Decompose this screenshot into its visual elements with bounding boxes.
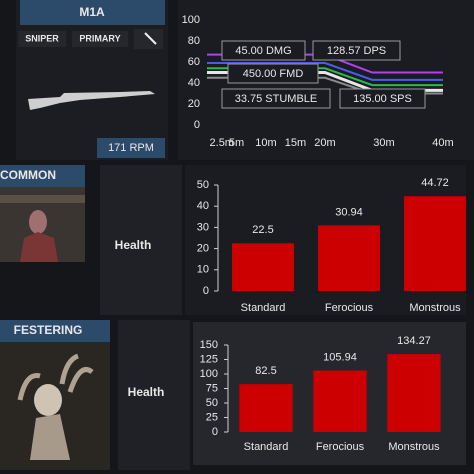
value-label: 44.72 (421, 177, 449, 189)
weapon-name: M1A (79, 5, 105, 19)
annotation: 128.57 DPS (327, 45, 386, 57)
value-label: 22.5 (252, 224, 273, 236)
x-tick-label: 40m (432, 137, 453, 149)
tag-box (72, 31, 128, 47)
annotation: 45.00 DMG (235, 45, 291, 57)
tag-box (18, 31, 66, 47)
annotation-box (312, 40, 401, 61)
annotation: 33.75 STUMBLE (235, 93, 318, 105)
x-tick-label: 30m (373, 137, 394, 149)
bar (313, 370, 367, 432)
y-tick-label: 50 (206, 397, 218, 409)
x-tick-label: Ferocious (316, 441, 365, 453)
weapon-card (16, 0, 168, 160)
x-tick-label: 20m (314, 137, 335, 149)
y-tick-label: 100 (200, 368, 218, 380)
value-label: 82.5 (255, 365, 276, 377)
annotation: 450.00 FMD (243, 68, 304, 80)
bar (404, 196, 466, 291)
enemy-body (30, 414, 70, 460)
stat-label: Health (115, 238, 152, 252)
y-tick-label: 150 (200, 339, 218, 351)
x-tick-label: Monstrous (388, 441, 440, 453)
weapon-header (20, 0, 165, 25)
weapon-tag: PRIMARY (79, 33, 120, 43)
rpm-label: 171 RPM (108, 142, 154, 154)
enemy-head (29, 210, 47, 234)
y-tick-label: 25 (206, 411, 218, 423)
bar (239, 384, 293, 432)
icon-box (134, 29, 163, 49)
enemy-body (20, 232, 58, 262)
y-tick-label: 75 (206, 382, 218, 394)
x-tick-label: 15m (285, 137, 306, 149)
y-tick-label: 30 (197, 221, 209, 233)
y-tick-label: 0 (212, 426, 218, 438)
annotation-box (227, 63, 319, 84)
x-tick-label: 10m (255, 137, 276, 149)
x-tick-label: Ferocious (325, 302, 374, 314)
bar (387, 354, 441, 432)
knife-icon (144, 32, 157, 45)
rifle-image (28, 91, 155, 110)
y-tick-label: 80 (188, 35, 200, 47)
rpm-button[interactable] (97, 138, 165, 158)
stat-label: Health (128, 385, 165, 399)
value-label: 30.94 (335, 206, 363, 218)
y-tick-label: 0 (194, 119, 200, 131)
enemy-name: COMMON (0, 168, 56, 182)
x-tick-label: Standard (244, 441, 289, 453)
y-tick-label: 20 (197, 243, 209, 255)
annotation-box (339, 88, 426, 109)
annotation-box (221, 40, 306, 61)
enemy-header (0, 165, 85, 187)
x-tick-label: Standard (241, 302, 286, 314)
y-tick-label: 40 (188, 77, 200, 89)
annotation-box (221, 88, 331, 109)
x-tick-label: Monstrous (409, 302, 461, 314)
bar (318, 225, 380, 291)
y-tick-label: 60 (188, 56, 200, 68)
stat-panel (118, 320, 190, 470)
stat-panel (100, 165, 182, 315)
value-label: 134.27 (397, 335, 431, 347)
series-line (207, 62, 443, 81)
x-tick-label: 2.5m (210, 137, 234, 149)
enemy-tendrils (17, 353, 94, 401)
enemy-head (34, 384, 62, 416)
y-tick-label: 20 (188, 98, 200, 110)
enemy-image-bg (0, 195, 85, 203)
enemy-name: FESTERING (14, 323, 83, 337)
value-label: 105.94 (323, 351, 357, 363)
y-tick-label: 40 (197, 200, 209, 212)
y-tick-label: 10 (197, 264, 209, 276)
y-tick-label: 100 (182, 14, 200, 26)
weapon-tag: SNIPER (25, 33, 59, 43)
y-tick-label: 50 (197, 179, 209, 191)
y-tick-label: 0 (203, 285, 209, 297)
annotation: 135.00 SPS (353, 93, 412, 105)
enemy-header (0, 320, 110, 342)
bar (232, 243, 294, 291)
x-tick-label: 5m (229, 137, 244, 149)
y-tick-label: 125 (200, 353, 218, 365)
